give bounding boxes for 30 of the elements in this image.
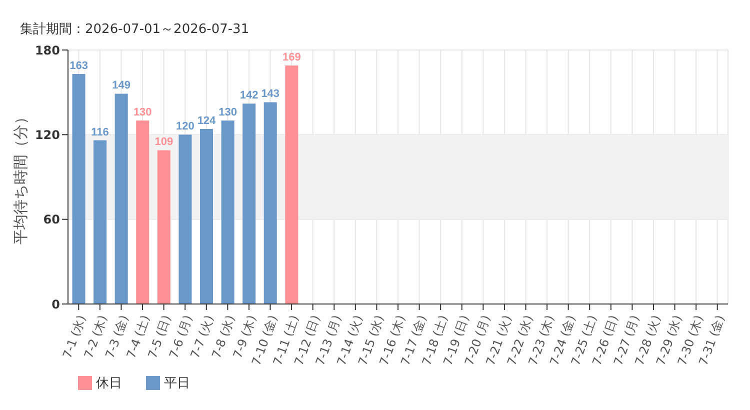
data-label: 169	[282, 52, 301, 64]
y-axis-title: 平均待ち時間（分）	[11, 110, 30, 244]
bar	[157, 150, 170, 304]
bar	[221, 120, 234, 304]
legend-label: 休日	[96, 376, 122, 391]
bar	[200, 129, 213, 304]
bar	[242, 104, 256, 304]
data-label: 143	[261, 88, 280, 100]
y-tick-label: 60	[43, 212, 60, 227]
data-label: 130	[218, 106, 237, 119]
data-label: 149	[112, 80, 131, 92]
data-label: 120	[176, 120, 194, 133]
bar	[178, 134, 192, 304]
data-label: 124	[197, 115, 217, 128]
chart-title: 集計期間：2026-07-01～2026-07-31	[20, 21, 250, 38]
bar	[285, 66, 298, 304]
y-tick-label: 180	[34, 43, 60, 58]
bar	[264, 102, 277, 304]
y-tick-label: 120	[34, 128, 60, 142]
bar	[114, 94, 128, 304]
data-label: 163	[70, 60, 88, 72]
y-tick-label: 0	[52, 297, 60, 312]
bar	[136, 120, 150, 304]
legend-label: 平日	[164, 376, 190, 391]
data-label: 130	[133, 106, 152, 119]
data-label: 116	[91, 126, 109, 138]
data-label: 142	[240, 90, 258, 102]
data-label: 109	[154, 136, 174, 148]
bar	[72, 74, 86, 304]
bar	[94, 140, 107, 304]
